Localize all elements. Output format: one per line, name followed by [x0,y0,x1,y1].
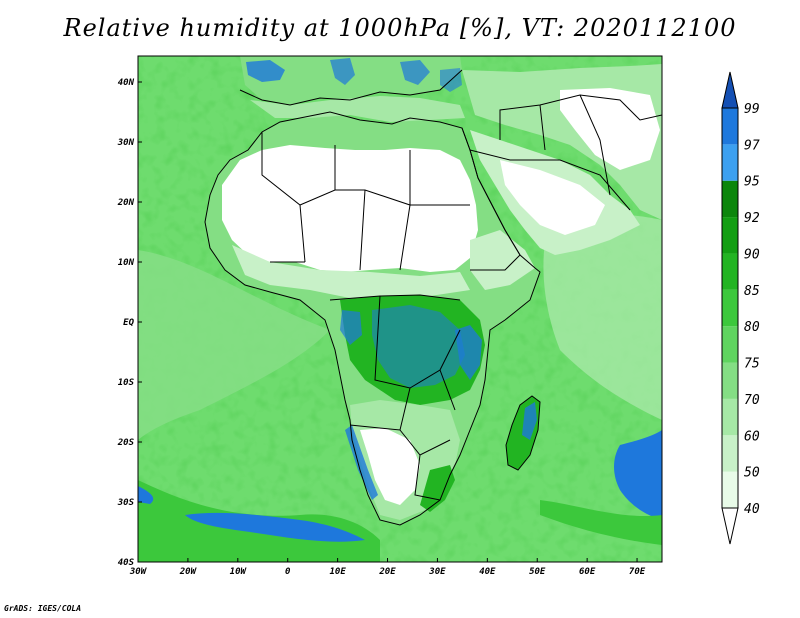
colorbar-label: 90 [744,247,760,262]
lon-tick-label: 60E [579,567,596,577]
arabia-dry [500,160,605,235]
colorbar-label: 92 [744,211,760,226]
kalahari-dry [360,428,420,505]
lat-tick-label: EQ [123,318,134,328]
colorbar-swatch [722,362,738,399]
plot-frame [137,55,663,563]
lat-tick-label: 30S [117,498,135,508]
lat-tick-label: 20N [117,198,135,208]
italy-saturated [330,58,355,85]
border-line [399,369,456,501]
mediterranean-sea [250,96,465,122]
atlantic-bright-band [138,250,330,440]
red-sea-coast [461,127,521,256]
lon-tick-label: 0 [285,567,291,577]
madagascar-coastline [505,395,541,471]
lon-tick-label: 40E [479,567,496,577]
colorbar-frame [721,107,739,509]
colorbar-swatch [722,326,738,363]
colorbar-swatch [722,253,738,290]
axis-ticks: 30W 20W 10W 0 10E 20E 30E 40E 50E 60E 70E 40N 30N 20N… [117,78,646,577]
lon-tick-label: 70E [629,567,646,577]
lon-tick-label: 50E [529,567,546,577]
colorbar-label: 95 [744,175,760,190]
border-line [539,94,611,196]
colorbar-upper-triangle [721,71,739,109]
lon-tick-label: 20W [179,567,198,577]
indian-ocean-pale [543,214,662,420]
lat-tick-label: 40S [118,558,135,568]
madagascar-saturated [522,402,537,440]
lon-tick-label: 30E [428,567,446,577]
south-ocean-saturated [185,512,365,542]
border-line [469,149,631,271]
colorbar-label: 60 [744,429,760,444]
colorbar-swatch [722,471,738,508]
greece-saturated [400,60,430,85]
congo-saturated-west [340,310,362,345]
iran-dry [560,88,660,170]
colorbar-swatch [722,289,738,327]
border-line [299,145,470,271]
ethiopia-pale [470,230,535,290]
colorbar-lower-triangle [721,507,739,545]
colorbar: 40 50 60 70 75 80 85 90 92 95 97 99 [721,71,760,545]
colorbar-label: 70 [744,393,760,408]
colorbar-label: 85 [744,284,760,299]
lat-tick-label: 20S [117,438,135,448]
colorbar-swatch [722,180,738,218]
colorbar-swatch [722,435,738,472]
colorbar-label: 50 [744,466,760,481]
lon-tick-label: 30W [129,567,148,577]
europe-coastline [239,69,463,106]
credit-label: GrADS: IGES/COLA [4,604,82,613]
lon-tick-label: 10W [230,567,248,577]
colorbar-swatch [722,398,738,436]
country-borders [204,69,662,526]
indian-south-band [540,500,662,545]
colorbar-label: 40 [744,502,760,517]
great-lakes-saturated [455,325,482,380]
lon-tick-label: 20E [378,567,396,577]
colorbar-label: 75 [744,357,760,372]
sahel-pale [232,245,470,298]
lat-tick-label: 10N [118,258,135,268]
colorbar-swatch [722,217,738,254]
colorbar-label: 99 [744,102,760,117]
lat-tick-label: 40N [118,78,135,88]
colorbar-swatch [722,144,738,181]
lat-tick-label: 10S [118,378,135,388]
colorbar-label: 80 [744,320,760,335]
colorbar-swatch [722,108,738,145]
plot-area [138,56,662,562]
map-title: Relative humidity at 1000hPa [%], VT: 20… [63,14,737,42]
lat-tick-label: 30N [117,138,135,148]
sahara-dry [222,145,478,272]
south-west-saturated [138,486,154,504]
border-line [270,204,461,301]
iberia-saturated [246,60,285,82]
lon-tick-label: 10E [329,567,346,577]
colorbar-label: 97 [744,138,760,153]
africa-coastline [204,111,541,526]
southern-africa-wet [420,465,455,512]
indian-east-saturated [614,430,662,520]
